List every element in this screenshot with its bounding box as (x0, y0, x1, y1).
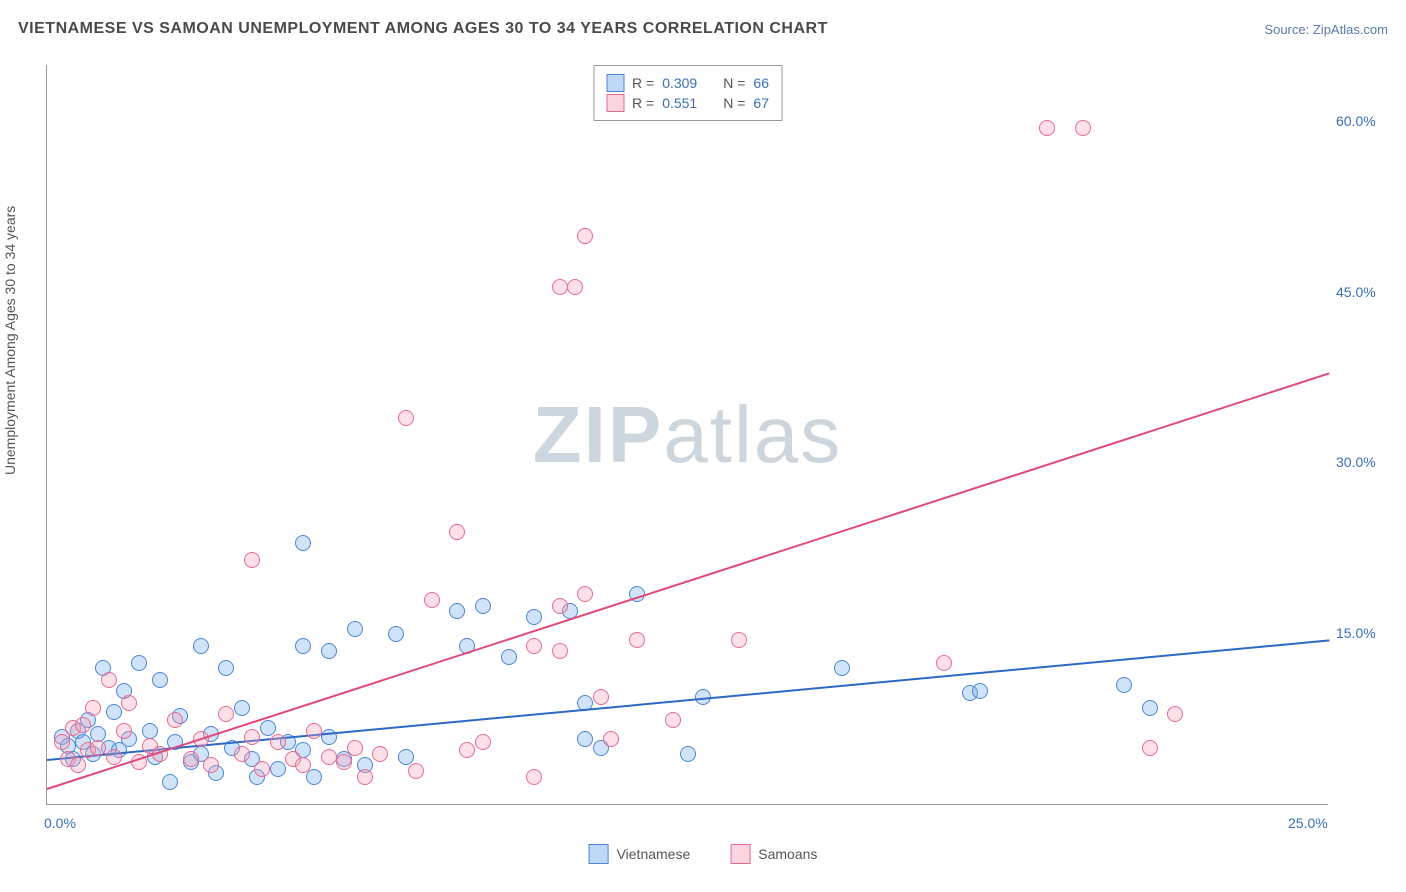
scatter-point (142, 723, 158, 739)
scatter-point (306, 723, 322, 739)
bottom-legend: Vietnamese Samoans (589, 844, 818, 864)
scatter-point (731, 632, 747, 648)
scatter-point (336, 754, 352, 770)
scatter-point (193, 638, 209, 654)
scatter-point (152, 672, 168, 688)
scatter-point (526, 769, 542, 785)
legend-item-samoans: Samoans (730, 844, 817, 864)
scatter-point (1142, 740, 1158, 756)
scatter-point (106, 749, 122, 765)
scatter-point (972, 683, 988, 699)
scatter-point (449, 524, 465, 540)
chart-container: Unemployment Among Ages 30 to 34 years Z… (0, 55, 1406, 892)
scatter-point (398, 410, 414, 426)
stats-swatch-icon (606, 94, 624, 112)
scatter-point (85, 700, 101, 716)
scatter-point (254, 761, 270, 777)
scatter-point (54, 734, 70, 750)
scatter-point (680, 746, 696, 762)
scatter-point (552, 643, 568, 659)
chart-title: VIETNAMESE VS SAMOAN UNEMPLOYMENT AMONG … (18, 20, 828, 38)
scatter-point (577, 731, 593, 747)
x-tick-label: 25.0% (1288, 815, 1328, 831)
stats-row: R =0.551N =67 (606, 94, 769, 112)
scatter-point (629, 632, 645, 648)
scatter-point (131, 655, 147, 671)
y-tick-label: 45.0% (1336, 284, 1406, 300)
scatter-point (234, 746, 250, 762)
scatter-point (552, 279, 568, 295)
scatter-point (106, 704, 122, 720)
scatter-point (834, 660, 850, 676)
scatter-point (183, 751, 199, 767)
scatter-point (167, 712, 183, 728)
scatter-point (357, 769, 373, 785)
legend-item-vietnamese: Vietnamese (589, 844, 691, 864)
scatter-point (75, 717, 91, 733)
source-link[interactable]: ZipAtlas.com (1313, 22, 1388, 37)
stats-row: R =0.309N =66 (606, 74, 769, 92)
source-attribution: Source: ZipAtlas.com (1264, 22, 1388, 37)
scatter-point (475, 598, 491, 614)
stats-swatch-icon (606, 74, 624, 92)
scatter-point (408, 763, 424, 779)
watermark: ZIPatlas (533, 389, 842, 481)
scatter-point (424, 592, 440, 608)
scatter-point (295, 638, 311, 654)
scatter-point (475, 734, 491, 750)
scatter-point (347, 740, 363, 756)
scatter-point (244, 552, 260, 568)
y-tick-label: 30.0% (1336, 454, 1406, 470)
scatter-point (665, 712, 681, 728)
scatter-point (70, 757, 86, 773)
scatter-point (449, 603, 465, 619)
legend-swatch-icon (589, 844, 609, 864)
scatter-point (603, 731, 619, 747)
scatter-point (90, 740, 106, 756)
scatter-point (1075, 120, 1091, 136)
scatter-point (203, 757, 219, 773)
scatter-plot: ZIPatlas R =0.309N =66 R =0.551N =67 (46, 65, 1328, 805)
scatter-point (244, 729, 260, 745)
y-tick-label: 15.0% (1336, 625, 1406, 641)
scatter-point (295, 535, 311, 551)
scatter-point (162, 774, 178, 790)
trend-line (47, 372, 1330, 789)
scatter-point (501, 649, 517, 665)
scatter-point (577, 586, 593, 602)
scatter-point (218, 660, 234, 676)
scatter-point (270, 761, 286, 777)
scatter-point (372, 746, 388, 762)
legend-swatch-icon (730, 844, 750, 864)
scatter-point (577, 228, 593, 244)
scatter-point (321, 749, 337, 765)
scatter-point (101, 672, 117, 688)
scatter-point (218, 706, 234, 722)
scatter-point (1167, 706, 1183, 722)
scatter-point (260, 720, 276, 736)
scatter-point (526, 609, 542, 625)
scatter-point (1039, 120, 1055, 136)
correlation-stats-box: R =0.309N =66 R =0.551N =67 (593, 65, 782, 121)
scatter-point (936, 655, 952, 671)
scatter-point (526, 638, 542, 654)
scatter-point (116, 723, 132, 739)
scatter-point (321, 643, 337, 659)
scatter-point (270, 734, 286, 750)
scatter-point (121, 695, 137, 711)
scatter-point (459, 742, 475, 758)
scatter-point (1142, 700, 1158, 716)
y-tick-label: 60.0% (1336, 113, 1406, 129)
scatter-point (234, 700, 250, 716)
scatter-point (347, 621, 363, 637)
scatter-point (321, 729, 337, 745)
y-axis-label: Unemployment Among Ages 30 to 34 years (2, 206, 18, 475)
scatter-point (593, 689, 609, 705)
scatter-point (295, 757, 311, 773)
x-tick-label: 0.0% (44, 815, 76, 831)
scatter-point (1116, 677, 1132, 693)
scatter-point (567, 279, 583, 295)
scatter-point (552, 598, 568, 614)
scatter-point (388, 626, 404, 642)
